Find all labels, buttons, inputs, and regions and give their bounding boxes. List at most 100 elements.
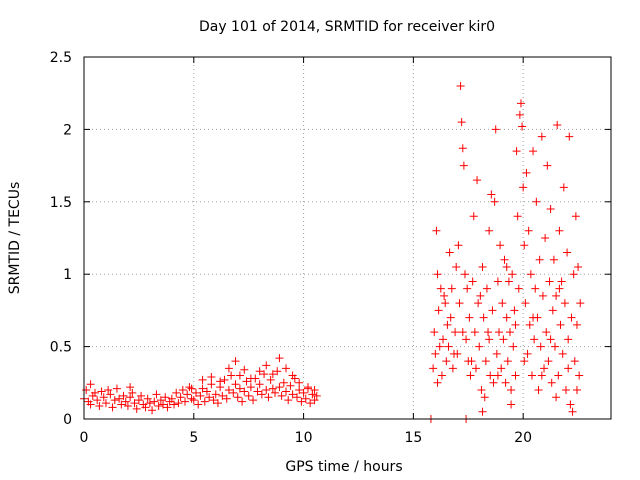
data-point xyxy=(99,393,108,402)
data-point xyxy=(292,393,301,402)
data-point xyxy=(545,277,554,286)
data-point xyxy=(271,388,280,397)
data-point xyxy=(566,400,575,409)
data-point xyxy=(473,176,482,185)
data-point xyxy=(576,299,585,308)
data-point xyxy=(222,394,231,403)
data-point xyxy=(505,328,514,337)
data-point xyxy=(170,400,179,409)
data-point xyxy=(308,390,317,399)
data-point xyxy=(246,383,255,392)
data-point xyxy=(561,386,570,395)
data-point xyxy=(231,380,240,389)
data-point xyxy=(123,401,132,410)
data-point xyxy=(490,197,499,206)
data-point xyxy=(458,328,467,337)
data-point xyxy=(497,364,506,373)
data-point xyxy=(240,387,249,396)
data-point xyxy=(286,381,295,390)
data-point xyxy=(106,390,115,399)
data-point xyxy=(152,390,161,399)
data-point xyxy=(487,190,496,199)
data-point xyxy=(246,374,255,383)
data-point xyxy=(301,394,310,403)
data-point xyxy=(284,396,293,405)
data-point xyxy=(198,375,207,384)
data-point xyxy=(564,335,573,344)
data-point xyxy=(431,349,440,358)
x-tick-label: 0 xyxy=(80,430,89,446)
chart-title: Day 101 of 2014, SRMTID for receiver kir… xyxy=(199,19,495,35)
data-point xyxy=(150,397,159,406)
data-point xyxy=(559,183,568,192)
data-point xyxy=(474,299,483,308)
data-point xyxy=(481,357,490,366)
plot-area-frame xyxy=(83,56,612,420)
x-axis-tick-labels: 0 5 10 15 20 xyxy=(80,430,533,446)
data-point xyxy=(137,391,146,400)
data-point xyxy=(501,378,510,387)
data-point xyxy=(240,365,249,374)
data-point xyxy=(469,212,478,221)
data-point xyxy=(205,393,214,402)
data-point xyxy=(475,342,484,351)
data-point xyxy=(174,399,183,408)
data-point xyxy=(565,132,574,141)
data-point xyxy=(554,371,563,380)
data-point xyxy=(546,205,555,214)
data-point xyxy=(436,284,445,293)
data-point xyxy=(141,403,150,412)
data-point xyxy=(275,383,284,392)
data-point xyxy=(218,391,227,400)
y-tick-label: 2.5 xyxy=(50,50,72,66)
data-point xyxy=(172,388,181,397)
data-point xyxy=(238,397,247,406)
data-point xyxy=(555,284,564,293)
data-point xyxy=(513,212,522,221)
data-point xyxy=(521,299,530,308)
data-point xyxy=(477,386,486,395)
data-point xyxy=(181,397,190,406)
data-point xyxy=(455,299,464,308)
data-point xyxy=(507,386,516,395)
data-point xyxy=(459,161,468,170)
data-point xyxy=(532,197,541,206)
data-point xyxy=(467,357,476,366)
data-point xyxy=(119,391,128,400)
data-point xyxy=(529,313,538,322)
data-point xyxy=(130,399,139,408)
data-point xyxy=(484,328,493,337)
data-point xyxy=(564,364,573,373)
data-point xyxy=(104,386,113,395)
data-point xyxy=(242,377,251,386)
data-point xyxy=(279,378,288,387)
data-point xyxy=(229,388,238,397)
data-point xyxy=(480,393,489,402)
data-point xyxy=(249,396,258,405)
data-point xyxy=(198,384,207,393)
data-point xyxy=(496,241,505,250)
data-point xyxy=(154,401,163,410)
data-point xyxy=(504,277,513,286)
data-point xyxy=(288,390,297,399)
data-point xyxy=(544,357,553,366)
data-point xyxy=(93,396,102,405)
data-point xyxy=(537,132,546,141)
data-point xyxy=(295,378,304,387)
data-point xyxy=(235,384,244,393)
data-point xyxy=(435,342,444,351)
data-point xyxy=(209,396,218,405)
data-point xyxy=(558,349,567,358)
data-point xyxy=(489,378,498,387)
data-point xyxy=(255,367,264,376)
data-point xyxy=(571,212,580,221)
data-point xyxy=(257,390,266,399)
y-tick-label: 0.5 xyxy=(50,340,72,356)
data-point xyxy=(159,400,168,409)
data-point xyxy=(442,357,451,366)
data-point xyxy=(156,396,165,405)
data-point xyxy=(568,407,577,416)
data-point xyxy=(507,400,516,409)
data-points xyxy=(80,81,585,423)
